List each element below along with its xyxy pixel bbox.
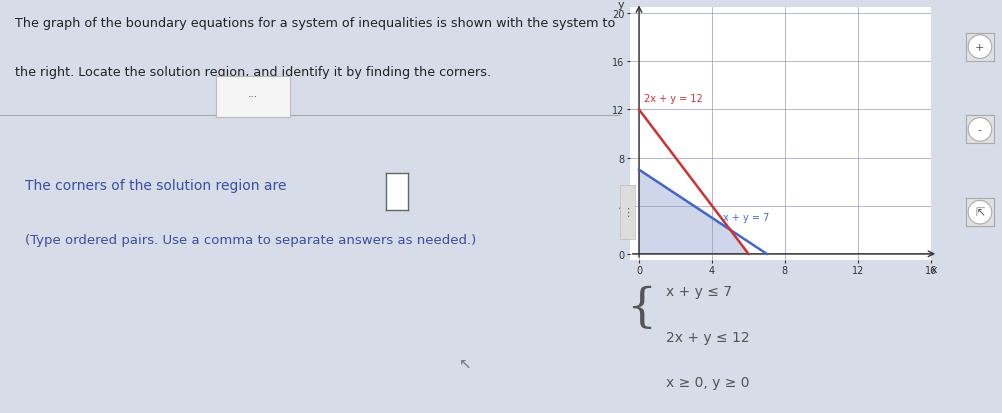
Text: The graph of the boundary equations for a system of inequalities is shown with t: The graph of the boundary equations for … — [15, 17, 615, 29]
Text: 2x + y ≤ 12: 2x + y ≤ 12 — [665, 330, 749, 344]
Circle shape — [967, 36, 991, 59]
Text: y: y — [617, 0, 623, 9]
Circle shape — [967, 201, 991, 224]
Text: 2x + y = 12: 2x + y = 12 — [644, 94, 702, 104]
Polygon shape — [638, 170, 747, 254]
Text: x + y = 7: x + y = 7 — [722, 212, 769, 222]
Text: x: x — [930, 265, 937, 275]
Text: -: - — [977, 125, 981, 135]
Circle shape — [967, 119, 991, 142]
Text: the right. Locate the solution region, and identify it by finding the corners.: the right. Locate the solution region, a… — [15, 66, 491, 79]
Text: ···: ··· — [247, 92, 258, 102]
Text: ⋮: ⋮ — [621, 208, 632, 218]
Text: (Type ordered pairs. Use a comma to separate answers as needed.): (Type ordered pairs. Use a comma to sepa… — [25, 233, 476, 246]
Text: {: { — [625, 285, 655, 330]
Text: x + y ≤ 7: x + y ≤ 7 — [665, 285, 731, 299]
Text: The corners of the solution region are: The corners of the solution region are — [25, 179, 286, 193]
Text: +: + — [974, 43, 984, 52]
Text: ↖: ↖ — [458, 356, 471, 371]
Text: ⇱: ⇱ — [974, 208, 984, 218]
Text: x ≥ 0, y ≥ 0: x ≥ 0, y ≥ 0 — [665, 375, 749, 389]
Text: .: . — [395, 179, 400, 193]
